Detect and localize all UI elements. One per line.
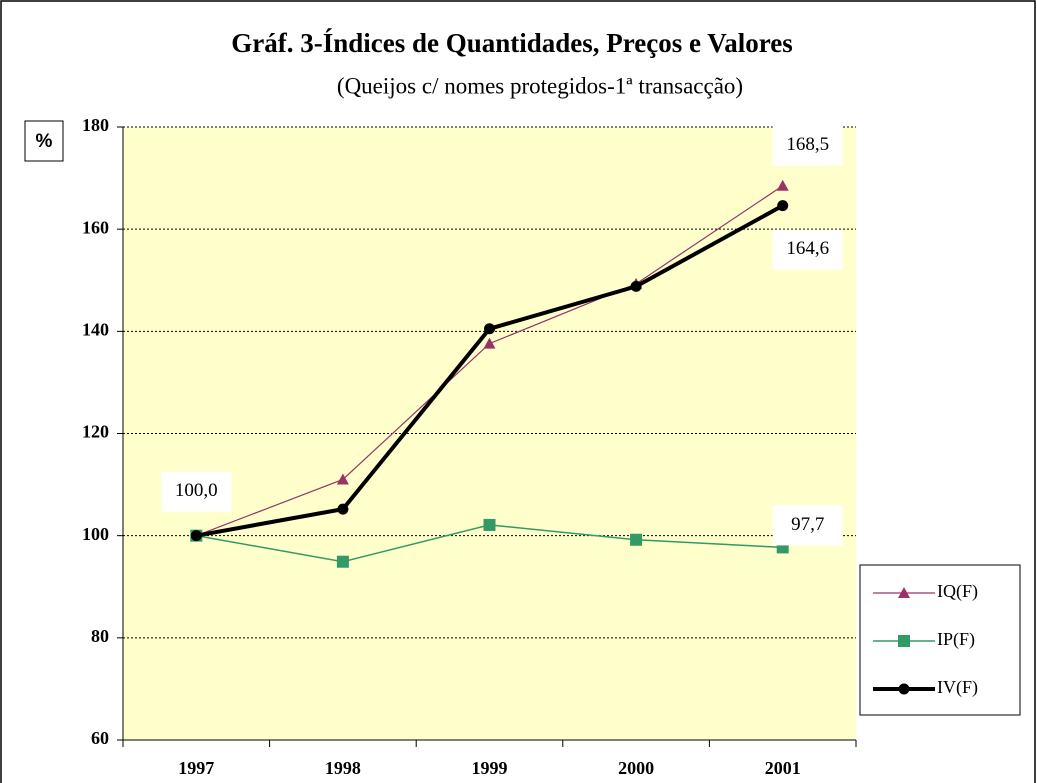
marker <box>630 280 642 292</box>
y-tick-label: 180 <box>82 115 109 135</box>
y-tick-label: 160 <box>82 217 109 237</box>
y-tick-label: 60 <box>91 728 109 748</box>
value-label: 97,7 <box>791 514 824 535</box>
x-tick-label: 1997 <box>178 758 214 778</box>
y-tick-label: 100 <box>82 524 109 544</box>
marker <box>483 518 496 531</box>
y-tick-label: 120 <box>82 422 109 442</box>
x-tick-label: 2001 <box>765 758 801 778</box>
x-tick-label: 1998 <box>325 758 361 778</box>
legend-label: IQ(F) <box>937 581 978 602</box>
y-tick-label: 140 <box>82 319 109 339</box>
marker <box>483 337 496 349</box>
x-tick-label: 2000 <box>618 758 654 778</box>
value-label-box <box>772 505 843 546</box>
marker <box>898 635 910 647</box>
chart-subtitle: (Queijos c/ nomes protegidos-1ª transacç… <box>337 73 743 98</box>
marker <box>630 533 643 546</box>
plot-area <box>123 127 856 740</box>
legend-label: IP(F) <box>937 629 975 650</box>
marker <box>898 587 910 598</box>
x-tick-label: 1999 <box>472 758 508 778</box>
value-label: 100,0 <box>175 480 218 501</box>
y-axis-label: % <box>36 131 53 152</box>
marker <box>336 555 349 568</box>
marker <box>337 503 349 515</box>
y-label-box <box>24 120 64 162</box>
marker <box>190 530 202 542</box>
legend-label: IV(F) <box>937 677 978 698</box>
value-label: 164,6 <box>786 238 829 259</box>
value-label-box <box>772 125 843 166</box>
marker <box>336 473 349 485</box>
y-tick-label: 80 <box>91 626 109 646</box>
marker <box>777 200 789 212</box>
marker <box>484 323 495 335</box>
marker <box>898 683 910 695</box>
value-label-box <box>161 471 232 512</box>
value-label: 168,5 <box>786 134 829 155</box>
marker <box>776 179 789 191</box>
chart-title: Gráf. 3-Índices de Quantidades, Preços e… <box>231 28 793 58</box>
value-label-box <box>772 229 843 270</box>
